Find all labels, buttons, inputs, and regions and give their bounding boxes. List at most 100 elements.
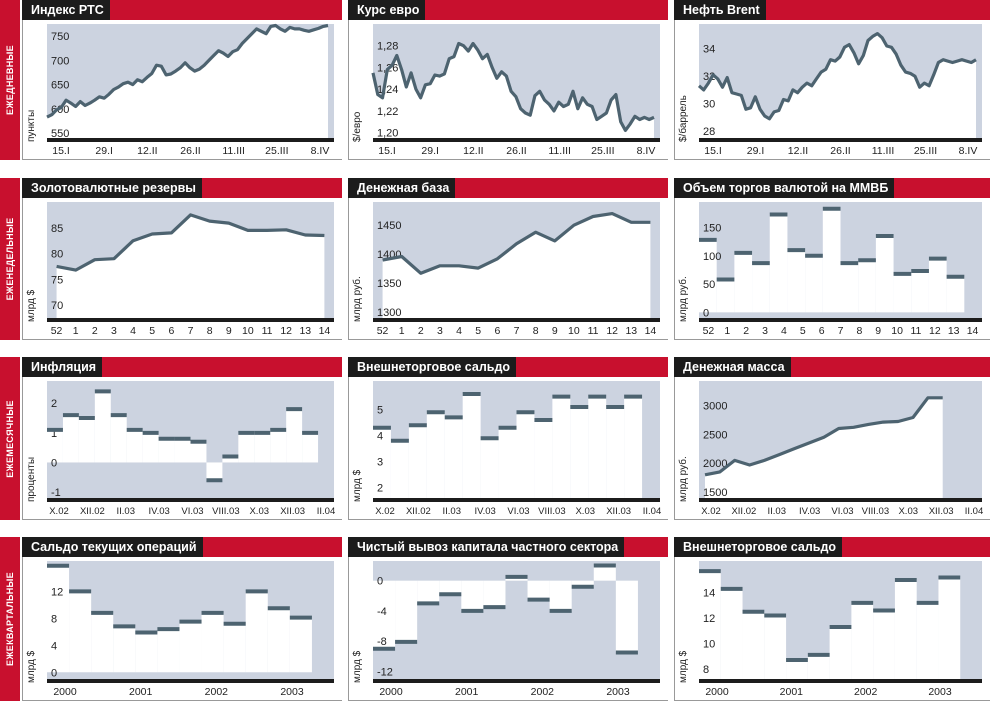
- bar-fill: [571, 580, 594, 587]
- series-line: [46, 23, 329, 119]
- panel-border: [674, 20, 675, 160]
- x-tick-label: 12: [280, 325, 292, 337]
- x-tick-label: 11: [262, 325, 273, 337]
- panel-border: [348, 339, 668, 340]
- panel-border: [22, 159, 342, 160]
- x-tick-label: XII.03: [280, 506, 305, 517]
- bar-fill: [223, 623, 246, 673]
- y-tick-label: 1,28: [377, 41, 398, 53]
- y-tick-label: 1,22: [377, 106, 398, 118]
- x-tick-label: X.03: [898, 506, 918, 517]
- bar-fill: [606, 407, 625, 498]
- bar-fill: [699, 239, 717, 313]
- x-tick-label: XII.02: [731, 506, 756, 517]
- y-axis-label: $/евро: [352, 111, 363, 142]
- y-tick-label: 50: [703, 279, 715, 291]
- x-tick-label: 12.II: [137, 145, 157, 157]
- chart-panel: 1500 2000 2500 3000 X.02 XII.02 II.03 IV.03 VI.0…: [674, 357, 990, 520]
- x-tick-label: 2: [92, 325, 98, 337]
- x-tick-label: 4: [456, 325, 462, 337]
- y-tick-label: 1300: [377, 307, 401, 319]
- bar-fill: [720, 588, 743, 679]
- panel-border: [674, 557, 675, 701]
- bar-fill: [916, 602, 939, 679]
- plot-area: 0 4 8 12 2000 2001 2002 2003: [47, 561, 334, 698]
- bar-fill: [157, 629, 180, 673]
- x-tick-label: 12: [606, 325, 618, 337]
- bar-fill: [47, 429, 63, 463]
- x-tick-label: 9: [875, 325, 881, 337]
- x-tick-label: 2: [743, 325, 749, 337]
- y-axis-label: млрд $: [678, 650, 689, 683]
- x-tick-label: 25.III: [265, 145, 288, 157]
- section-1: ЕЖЕДНЕВНЫЕ 550 600 650 700 750 15.I 29.I 12.II 26…: [0, 0, 1000, 160]
- bar-fill: [764, 615, 787, 679]
- y-tick-label: 0: [703, 307, 709, 319]
- bar-fill: [875, 235, 894, 313]
- bar-fill: [552, 396, 571, 498]
- bar-fill: [94, 391, 111, 463]
- panel-border: [22, 519, 342, 520]
- bar-fill: [190, 441, 207, 463]
- x-tick-label: X.03: [575, 506, 595, 517]
- x-tick-label: 10: [568, 325, 580, 337]
- x-tick-label: 1: [73, 325, 79, 337]
- panel-border: [22, 377, 23, 520]
- plot-area: -1 0 1 2 X.02 XII.02 II.03 IV.03 VI.03 VIII.03 X.0…: [47, 381, 336, 517]
- x-tick-label: XII.03: [929, 506, 954, 517]
- y-tick-label: 1: [51, 428, 57, 440]
- panel-border: [348, 377, 349, 520]
- x-tick-label: 8: [533, 325, 539, 337]
- bar-fill: [395, 580, 418, 642]
- panel-border: [674, 198, 675, 340]
- bar-fill: [483, 580, 506, 608]
- x-tick-label: 29.I: [747, 145, 765, 157]
- x-tick-label: 2003: [280, 686, 304, 698]
- x-axis-bar: [373, 498, 660, 502]
- chart-title: Денежная масса: [674, 357, 791, 377]
- x-tick-label: 2000: [53, 686, 77, 698]
- x-tick-label: 2001: [129, 686, 153, 698]
- x-tick-label: 2002: [531, 686, 555, 698]
- y-tick-label: 1,20: [377, 128, 398, 140]
- panel-border: [348, 198, 349, 340]
- bar-fill: [624, 396, 643, 498]
- y-axis-label: млрд $: [352, 650, 363, 683]
- x-tick-label: II.03: [443, 506, 462, 517]
- x-tick-label: 9: [226, 325, 232, 337]
- bar-fill: [390, 440, 409, 498]
- series-line: [371, 41, 655, 132]
- x-tick-label: 2: [418, 325, 424, 337]
- y-tick-label: 2: [51, 398, 57, 410]
- bar-fill: [62, 415, 79, 463]
- y-tick-label: 100: [703, 251, 721, 263]
- chart-title: Нефть Brent: [674, 0, 766, 20]
- y-tick-label: -8: [377, 636, 387, 648]
- panel-border: [674, 377, 675, 520]
- bar-fill: [158, 438, 175, 463]
- bar-fill: [593, 565, 616, 581]
- x-tick-label: XII.02: [406, 506, 431, 517]
- x-tick-label: X.02: [375, 506, 395, 517]
- panel-border: [22, 198, 23, 340]
- section-frequency-text: ЕЖЕНЕДЕЛЬНЫЕ: [5, 217, 15, 301]
- area-fill: [47, 25, 328, 138]
- x-tick-label: 2000: [379, 686, 403, 698]
- x-tick-label: 52: [51, 325, 63, 337]
- panel-border: [348, 20, 349, 160]
- bar-fill: [752, 263, 770, 313]
- x-tick-label: 2002: [854, 686, 878, 698]
- chart-panel: 0 4 8 12 2000 2001 2002 2003 Сальдо текущих опер…: [22, 537, 342, 701]
- x-tick-label: 25.III: [591, 145, 614, 157]
- x-tick-label: 13: [625, 325, 637, 337]
- plot-area: 1500 2000 2500 3000 X.02 XII.02 II.03 IV.03 VI.0…: [699, 381, 983, 517]
- bar-fill: [206, 462, 223, 481]
- x-tick-label: II.04: [317, 506, 336, 517]
- y-tick-label: 750: [51, 31, 69, 43]
- x-tick-label: 12.II: [788, 145, 808, 157]
